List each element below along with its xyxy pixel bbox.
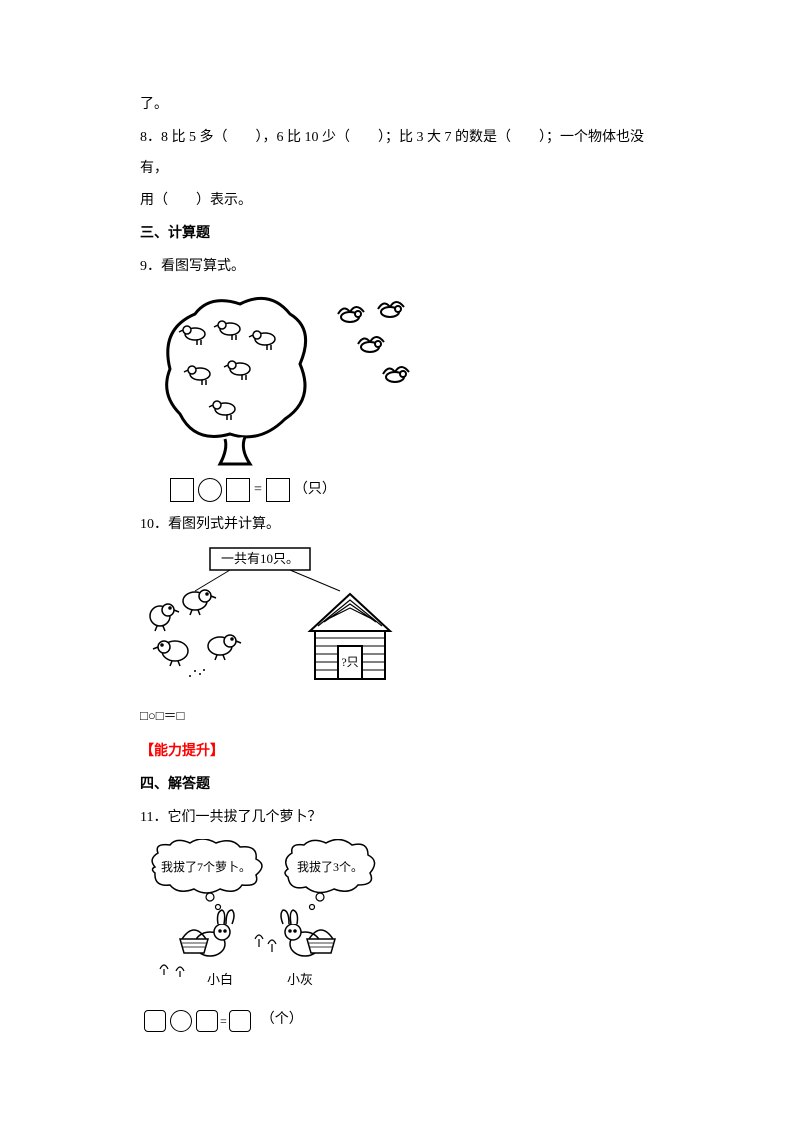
eq-box — [196, 1010, 218, 1032]
unit-label: （只） — [294, 475, 336, 506]
question-10: 10．看图列式并计算。 — [140, 510, 664, 541]
eq-box — [266, 478, 290, 502]
figure-11-rabbits: 我拔了7个萝卜。 我拔了3个。 — [140, 839, 664, 999]
equals-sign: = — [220, 1008, 227, 1034]
equation-11: = （个） — [144, 1005, 664, 1036]
equation-9: = （只） — [170, 475, 664, 506]
bubble-right-text: 我拔了3个。 — [297, 859, 363, 874]
question-8-line1: 8．8 比 5 多（ ），6 比 10 少（ ）；比 3 大 7 的数是（ ）；… — [140, 123, 664, 185]
question-8-line2: 用（ ）表示。 — [140, 186, 664, 217]
skill-heading: 【能力提升】 — [140, 737, 664, 768]
text-fragment: 了。 — [140, 90, 664, 121]
eq-circle — [170, 1010, 192, 1032]
eq-circle — [198, 478, 222, 502]
eq-box — [229, 1010, 251, 1032]
unit-label: （个） — [261, 1005, 303, 1036]
question-9: 9．看图写算式。 — [140, 252, 664, 283]
eq-box — [226, 478, 250, 502]
house-q-text: ?只 — [341, 655, 358, 669]
figure-10-chicks: 一共有10只。 ?只 — [140, 546, 664, 696]
figure-9-birds — [140, 289, 664, 469]
eq-box — [144, 1010, 166, 1032]
question-11: 11．它们一共拔了几个萝卜？ — [140, 803, 664, 834]
equation-10: □○□＝□ — [140, 702, 664, 731]
caption-text: 一共有10只。 — [221, 551, 299, 566]
name-right: 小灰 — [287, 972, 313, 987]
section-4-heading: 四、解答题 — [140, 770, 664, 801]
bubble-left-text: 我拔了7个萝卜。 — [161, 859, 251, 874]
section-3-heading: 三、计算题 — [140, 219, 664, 250]
name-left: 小白 — [207, 972, 233, 987]
eq-box — [170, 478, 194, 502]
equals-sign: = — [254, 475, 262, 506]
